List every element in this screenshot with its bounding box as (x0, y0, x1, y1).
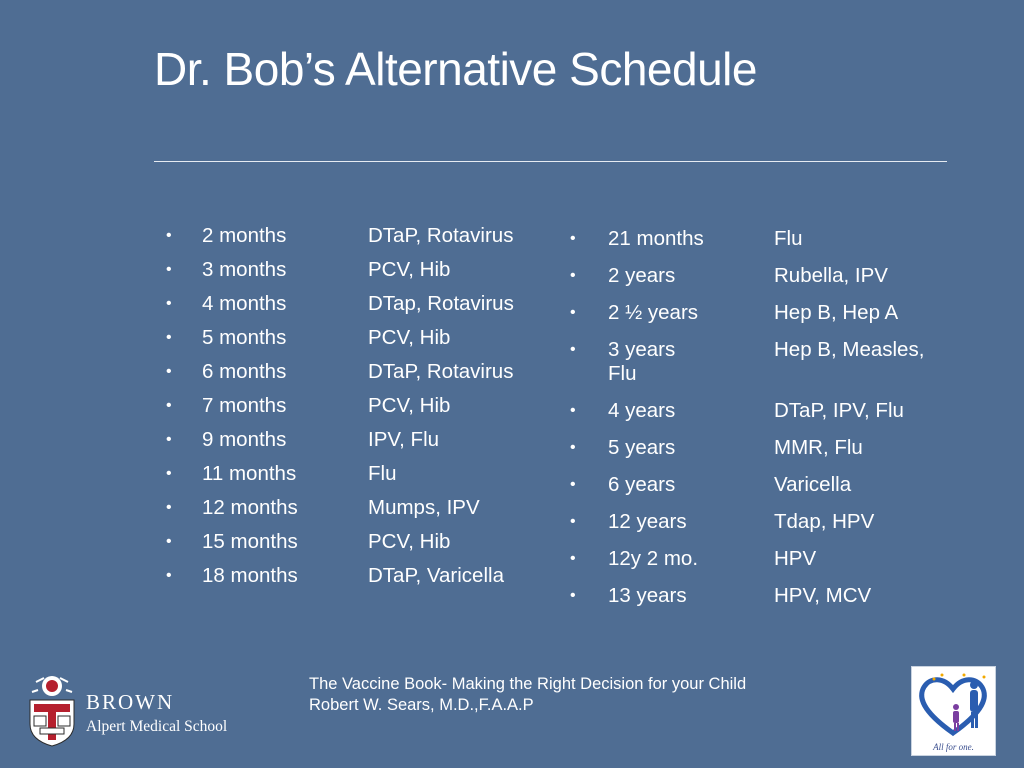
schedule-vaccines: MMR, Flu (774, 436, 863, 459)
schedule-vaccines: DTaP, IPV, Flu (774, 399, 904, 422)
schedule-age: 13 years (608, 584, 687, 607)
schedule-item: • 4 years DTaP, IPV, Flu (570, 399, 990, 436)
schedule-vaccines: DTap, Rotavirus (368, 292, 514, 315)
schedule-item: • 11 months Flu (166, 462, 566, 496)
schedule-age: 7 months (202, 394, 287, 417)
bullet-icon: • (166, 329, 172, 346)
schedule-item: • 18 months DTaP, Varicella (166, 564, 566, 598)
schedule-vaccines: Hep B, Measles, (774, 338, 925, 361)
bullet-icon: • (570, 550, 576, 567)
bullet-icon: • (570, 230, 576, 247)
bullet-icon: • (166, 499, 172, 516)
schedule-item: • 12y 2 mo. HPV (570, 547, 990, 584)
bullet-icon: • (570, 476, 576, 493)
bullet-icon: • (166, 363, 172, 380)
schedule-vaccines: Rubella, IPV (774, 264, 888, 287)
schedule-age: 4 months (202, 292, 287, 315)
schedule-item: • 3 years Hep B, Measles, Flu (570, 338, 990, 399)
schedule-age: 11 months (202, 462, 297, 485)
citation-book-title: The Vaccine Book- Making the Right Decis… (309, 675, 747, 693)
schedule-age: 5 years (608, 436, 676, 459)
schedule-item: • 2 months DTaP, Rotavirus (166, 224, 566, 258)
citation: The Vaccine Book- Making the Right Decis… (309, 674, 746, 716)
schedule-item: • 21 months Flu (570, 227, 990, 264)
schedule-vaccines: IPV, Flu (368, 428, 440, 451)
brown-shield-icon (29, 676, 75, 747)
schedule-vaccines-continued: Flu (608, 362, 637, 385)
schedule-age: 18 months (202, 564, 298, 587)
schedule-age: 3 years (608, 338, 676, 361)
schedule-vaccines: Tdap, HPV (774, 510, 875, 533)
schedule-vaccines: HPV, MCV (774, 584, 872, 607)
bullet-icon: • (166, 431, 172, 448)
schedule-vaccines: PCV, Hib (368, 326, 451, 349)
bullet-icon: • (570, 587, 576, 604)
bullet-icon: • (570, 439, 576, 456)
slide-title: Dr. Bob’s Alternative Schedule (154, 43, 757, 95)
schedule-vaccines: Flu (774, 227, 803, 250)
schedule-item: • 12 months Mumps, IPV (166, 496, 566, 530)
bullet-icon: • (166, 397, 172, 414)
schedule-list-left: • 2 months DTaP, Rotavirus • 3 months PCV, Hi… (166, 224, 566, 598)
schedule-vaccines: PCV, Hib (368, 530, 451, 553)
schedule-item: • 12 years Tdap, HPV (570, 510, 990, 547)
book-logo: All for one. (911, 666, 996, 756)
schedule-item: • 2 years Rubella, IPV (570, 264, 990, 301)
schedule-age: 3 months (202, 258, 287, 281)
schedule-age: 12y 2 mo. (608, 547, 699, 570)
schedule-vaccines: Varicella (774, 473, 852, 496)
schedule-item: • 13 years HPV, MCV (570, 584, 990, 621)
bullet-icon: • (166, 295, 172, 312)
schedule-age: 2 ½ years (608, 301, 699, 324)
schedule-vaccines: DTaP, Varicella (368, 564, 504, 587)
brown-subtitle: Alpert Medical School (86, 718, 228, 735)
schedule-vaccines: Hep B, Hep A (774, 301, 899, 324)
schedule-item: • 9 months IPV, Flu (166, 428, 566, 462)
schedule-age: 12 years (608, 510, 687, 533)
schedule-age: 21 months (608, 227, 704, 250)
schedule-vaccines: Mumps, IPV (368, 496, 480, 519)
schedule-age: 2 months (202, 224, 287, 247)
bullet-icon: • (570, 513, 576, 530)
brown-logo (26, 668, 256, 750)
schedule-item: • 6 months DTaP, Rotavirus (166, 360, 566, 394)
schedule-item: • 6 years Varicella (570, 473, 990, 510)
bullet-icon: • (570, 304, 576, 321)
schedule-item: • 7 months PCV, Hib (166, 394, 566, 428)
bullet-icon: • (166, 261, 172, 278)
schedule-item: • 5 years MMR, Flu (570, 436, 990, 473)
schedule-item: • 4 months DTap, Rotavirus (166, 292, 566, 326)
bullet-icon: • (166, 227, 172, 244)
citation-author: Robert W. Sears, M.D.,F.A.A.P (309, 696, 534, 714)
schedule-vaccines: Flu (368, 462, 397, 485)
schedule-item: • 3 months PCV, Hib (166, 258, 566, 292)
schedule-age: 6 years (608, 473, 676, 496)
schedule-vaccines: DTaP, Rotavirus (368, 360, 514, 383)
schedule-age: 12 months (202, 496, 298, 519)
schedule-age: 9 months (202, 428, 287, 451)
title-divider (154, 161, 947, 162)
brown-name: BROWN (86, 690, 175, 714)
schedule-vaccines: HPV (774, 547, 817, 570)
bullet-icon: • (570, 267, 576, 284)
family-heart-icon (919, 673, 987, 737)
schedule-age: 4 years (608, 399, 676, 422)
bullet-icon: • (166, 465, 172, 482)
schedule-item: • 2 ½ years Hep B, Hep A (570, 301, 990, 338)
schedule-list-right: • 21 months Flu • 2 years Rubella, IPV • 2 ½ ye… (570, 227, 990, 621)
bullet-icon: • (166, 567, 172, 584)
schedule-item: • 15 months PCV, Hib (166, 530, 566, 564)
schedule-item: • 5 months PCV, Hib (166, 326, 566, 360)
book-logo-tagline: All for one. (933, 742, 974, 752)
schedule-age: 15 months (202, 530, 298, 553)
bullet-icon: • (570, 341, 576, 358)
schedule-age: 6 months (202, 360, 287, 383)
schedule-age: 2 years (608, 264, 676, 287)
schedule-vaccines: DTaP, Rotavirus (368, 224, 514, 247)
schedule-vaccines: PCV, Hib (368, 394, 451, 417)
schedule-age: 5 months (202, 326, 287, 349)
bullet-icon: • (166, 533, 172, 550)
bullet-icon: • (570, 402, 576, 419)
schedule-vaccines: PCV, Hib (368, 258, 451, 281)
